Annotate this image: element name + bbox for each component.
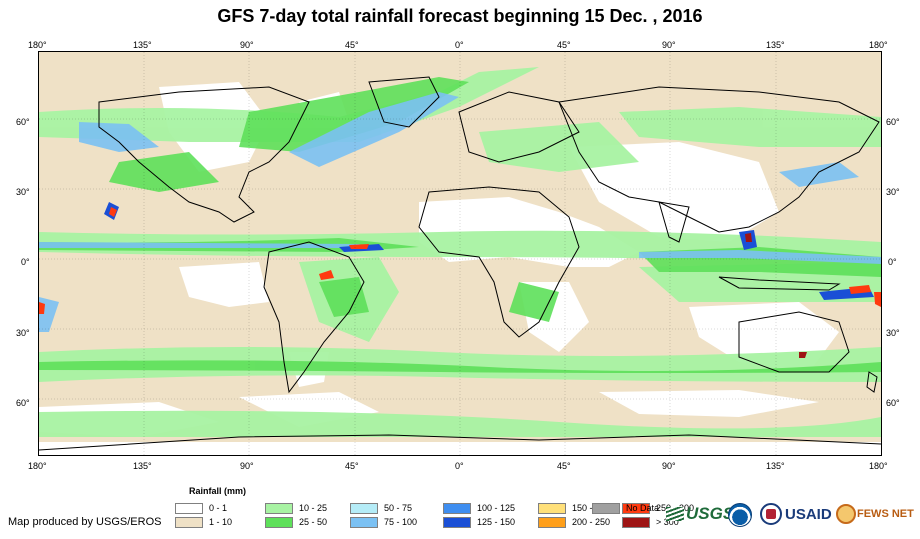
- legend-label: 0 - 1: [209, 503, 228, 513]
- lon-label-top: 135°: [766, 40, 785, 50]
- legend-item: 200 - 250: [538, 516, 610, 528]
- rain-200-300: [39, 207, 881, 314]
- legend-swatch: [175, 516, 203, 528]
- lat-label-left: 60°: [16, 398, 30, 408]
- usgs-wave-icon: [666, 507, 684, 521]
- legend-item: 150 - 200: [538, 502, 610, 514]
- legend-swatch: [622, 516, 650, 528]
- legend-swatch: [622, 502, 650, 514]
- legend-swatch: [350, 502, 378, 514]
- legend-item: 100 - 125: [443, 502, 515, 514]
- lat-label-right: 30°: [886, 328, 900, 338]
- lon-label-top: 135°: [133, 40, 152, 50]
- map-credit: Map produced by USGS/EROS: [8, 516, 162, 528]
- rainfall-map: [38, 51, 882, 456]
- legend-label: 200 - 250: [572, 517, 611, 527]
- legend-swatch: [350, 516, 378, 528]
- lat-label-right: 30°: [886, 187, 900, 197]
- legend-label: 100 - 125: [477, 503, 516, 513]
- coastlines: [39, 76, 881, 451]
- lon-label-bottom: 180°: [28, 461, 47, 471]
- lon-label-bottom: 135°: [766, 461, 785, 471]
- rainfall-map-svg: [39, 52, 881, 455]
- legend-item: 75 - 100: [350, 516, 417, 528]
- legend-title: Rainfall (mm): [189, 486, 247, 496]
- lon-label-bottom: 90°: [240, 461, 254, 471]
- legend-label: 75 - 100: [384, 517, 418, 527]
- lon-label-bottom: 45°: [557, 461, 571, 471]
- lon-label-top: 90°: [662, 40, 676, 50]
- legend-item: > 300: [622, 516, 679, 528]
- legend-swatch: [265, 502, 293, 514]
- legend-label: No Data: [626, 503, 660, 513]
- legend-item: 1 - 10: [175, 516, 232, 528]
- legend-swatch: [175, 502, 203, 514]
- legend-label: 125 - 150: [477, 517, 516, 527]
- usaid-logo-text: USAID: [785, 505, 832, 523]
- lon-label-bottom: 90°: [662, 461, 676, 471]
- lon-label-top: 180°: [28, 40, 47, 50]
- fews-net-logo-text: FEWS NET: [857, 508, 914, 520]
- lon-label-bottom: 180°: [869, 461, 888, 471]
- legend-swatch: [443, 502, 471, 514]
- lon-label-top: 0°: [455, 40, 464, 50]
- lat-label-left: 30°: [16, 187, 30, 197]
- lat-label-left: 0°: [21, 257, 30, 267]
- lon-label-bottom: 0°: [455, 461, 464, 471]
- legend-label: 25 - 50: [299, 517, 328, 527]
- usaid-seal-icon: [760, 503, 782, 525]
- graticule: [39, 52, 881, 455]
- legend-item: 25 - 50: [265, 516, 327, 528]
- lat-label-left: 60°: [16, 117, 30, 127]
- lon-label-top: 45°: [557, 40, 571, 50]
- legend-swatch: [538, 516, 566, 528]
- fews-net-logo: FEWS NET: [857, 500, 914, 528]
- legend-label: 50 - 75: [384, 503, 413, 513]
- legend-swatch: [443, 516, 471, 528]
- lat-label-right: 60°: [886, 117, 900, 127]
- rain-50-100: [39, 92, 881, 332]
- lat-label-right: 60°: [886, 398, 900, 408]
- legend-swatch: [538, 502, 566, 514]
- legend-label: 150 - 200: [572, 503, 610, 513]
- map-title: GFS 7-day total rainfall forecast beginn…: [217, 6, 703, 26]
- usgs-logo: USGS: [666, 500, 734, 528]
- lon-label-top: 90°: [240, 40, 254, 50]
- lat-label-right: 0°: [888, 257, 897, 267]
- usgs-logo-text: USGS: [686, 504, 735, 523]
- legend-swatch: [265, 516, 293, 528]
- legend-label: > 300: [656, 517, 679, 527]
- rain-gt-300: [745, 233, 807, 358]
- lon-label-top: 180°: [869, 40, 888, 50]
- legend-label: 10 - 25: [299, 503, 328, 513]
- legend-swatch: [592, 502, 620, 514]
- fews-net-icon: [836, 504, 856, 524]
- legend-item: 0 - 1: [175, 502, 227, 514]
- lon-label-top: 45°: [345, 40, 359, 50]
- lon-label-bottom: 45°: [345, 461, 359, 471]
- noaa-logo-icon: [728, 503, 752, 527]
- legend-item: 50 - 75: [350, 502, 412, 514]
- legend-no-data: No Data: [592, 502, 659, 514]
- legend-label: 1 - 10: [209, 517, 233, 527]
- legend-item: 10 - 25: [265, 502, 327, 514]
- lon-label-bottom: 135°: [133, 461, 152, 471]
- lat-label-left: 30°: [16, 328, 30, 338]
- legend-item: 125 - 150: [443, 516, 515, 528]
- usaid-logo: USAID: [785, 500, 832, 528]
